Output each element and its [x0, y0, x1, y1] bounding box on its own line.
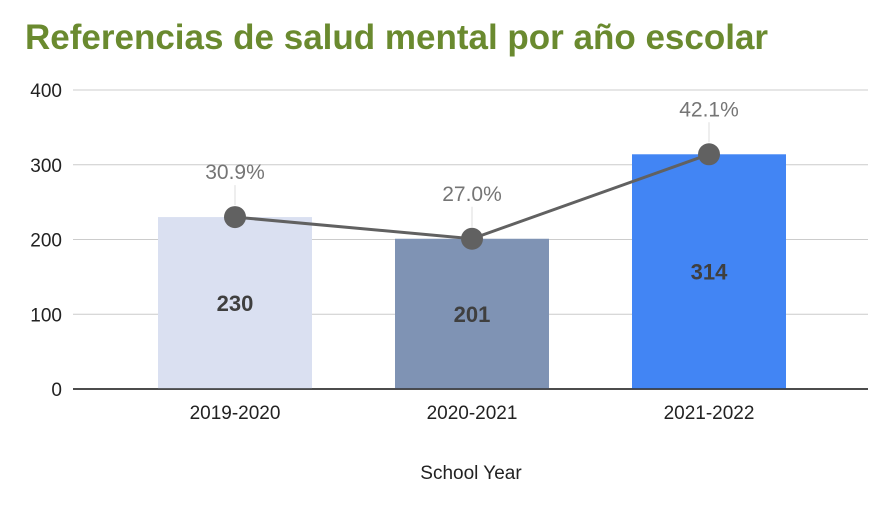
- percentage-label: 30.9%: [205, 161, 265, 184]
- bar: [632, 154, 786, 389]
- y-axis-ticks: 0 100 200 300 400: [30, 81, 62, 401]
- percentage-label: 42.1%: [679, 98, 739, 121]
- line-point: [698, 143, 720, 166]
- bar: [395, 238, 549, 389]
- x-tick-label: 2021-2022: [664, 403, 755, 424]
- x-tick-label: 2019-2020: [190, 403, 281, 424]
- x-axis-labels: 2019-2020 2020-2021 2021-2022: [190, 403, 755, 424]
- y-tick-label: 0: [51, 380, 62, 401]
- bar-value-label: 314: [691, 260, 728, 285]
- bar-value-labels: 230 201 314: [217, 260, 728, 327]
- y-tick-label: 100: [30, 305, 62, 326]
- bar-value-label: 230: [217, 291, 254, 316]
- percentage-label: 27.0%: [442, 183, 502, 206]
- chart-title: Referencias de salud mental por año esco…: [25, 18, 769, 57]
- line-point: [224, 206, 246, 229]
- x-axis-title: School Year: [420, 463, 522, 484]
- line-point: [461, 227, 483, 250]
- y-tick-label: 200: [30, 231, 62, 252]
- bars: [73, 154, 868, 390]
- bar: [158, 217, 312, 389]
- x-tick-label: 2020-2021: [427, 403, 518, 424]
- percentage-line: 30.9% 27.0% 42.1%: [205, 98, 739, 250]
- y-tick-label: 400: [30, 81, 62, 102]
- bar-value-label: 201: [454, 302, 491, 327]
- y-tick-label: 300: [30, 156, 62, 177]
